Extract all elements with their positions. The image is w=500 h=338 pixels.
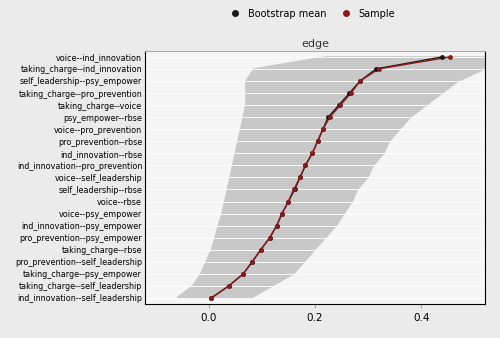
Legend: Bootstrap mean, Sample: Bootstrap mean, Sample [222,5,398,23]
Polygon shape [177,57,500,298]
X-axis label: edge: edge [301,39,329,49]
